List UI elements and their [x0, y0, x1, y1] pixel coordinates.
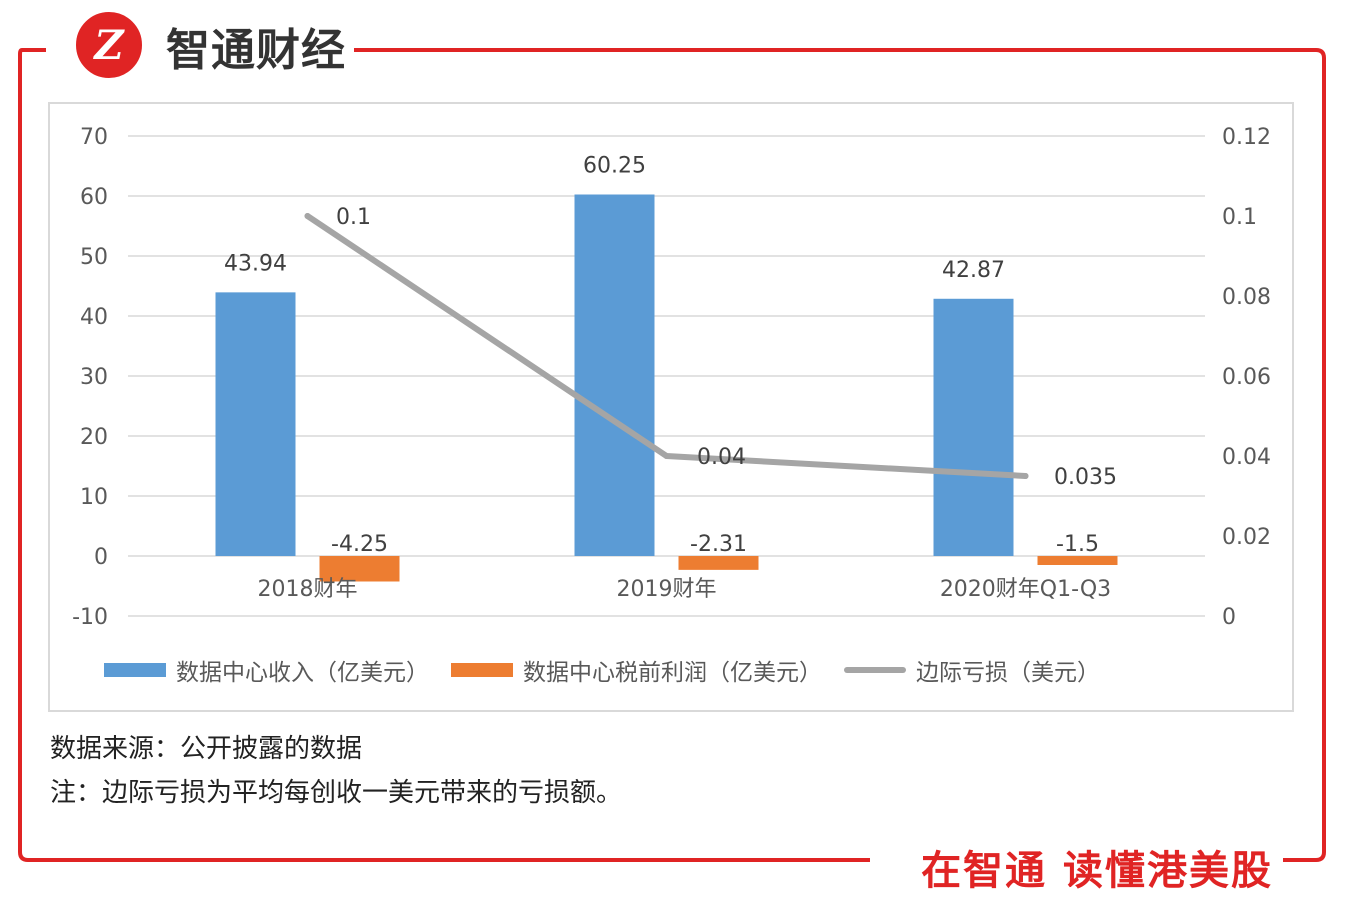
y-left-tick-label: 70 — [80, 125, 108, 150]
y-right-tick-label: 0.08 — [1222, 285, 1271, 310]
legend-item-profit: 数据中心税前利润（亿美元） — [451, 653, 822, 687]
profit-bar-0 — [319, 556, 400, 582]
margin-loss-data-label-0: 0.1 — [336, 205, 371, 230]
profit-bar-1 — [678, 556, 759, 570]
y-left-tick-label: 60 — [80, 185, 108, 210]
y-right-tick-label: 0.12 — [1222, 125, 1271, 150]
revenue-bar-2 — [933, 298, 1014, 556]
legend-label-profit: 数据中心税前利润（亿美元） — [523, 660, 822, 686]
legend-label-margin: 边际亏损（美元） — [916, 660, 1100, 686]
y-right-tick-label: 0.06 — [1222, 365, 1271, 390]
legend-item-revenue: 数据中心收入（亿美元） — [104, 653, 429, 687]
chart-legend: 数据中心收入（亿美元） 数据中心税前利润（亿美元） 边际亏损（美元） — [104, 653, 1122, 687]
y-right-tick-label: 0.02 — [1222, 525, 1271, 550]
margin-loss-data-label-1: 0.04 — [697, 445, 746, 470]
margin-loss-data-label-2: 0.035 — [1054, 465, 1117, 490]
margin-loss-line — [304, 213, 1029, 479]
legend-label-revenue: 数据中心收入（亿美元） — [176, 660, 429, 686]
profit-bar-2 — [1037, 556, 1118, 565]
y-right-tick-label: 0.1 — [1222, 205, 1257, 230]
legend-swatch-margin — [844, 667, 906, 673]
y-left-tick-label: -10 — [72, 605, 108, 630]
profit-data-label-1: -2.31 — [690, 532, 747, 557]
revenue-data-label-1: 60.25 — [583, 154, 646, 179]
margin-loss-point-2 — [1022, 473, 1029, 479]
x-tick-label-2: 2020财年Q1-Q3 — [940, 577, 1111, 602]
brand-logo: Z — [72, 8, 146, 82]
revenue-bar-1 — [574, 194, 655, 556]
legend-item-margin: 边际亏损（美元） — [844, 653, 1100, 687]
y-left-tick-label: 40 — [80, 305, 108, 330]
revenue-data-label-0: 43.94 — [224, 251, 287, 276]
x-tick-label-0: 2018财年 — [258, 577, 358, 602]
source-note: 数据来源：公开披露的数据 — [50, 734, 363, 764]
y-left-tick-label: 50 — [80, 245, 108, 270]
y-left-tick-label: 10 — [80, 485, 108, 510]
profit-data-label-2: -1.5 — [1056, 532, 1099, 557]
margin-loss-point-0 — [304, 213, 311, 219]
x-tick-label-1: 2019财年 — [617, 577, 717, 602]
y-left-tick-label: 30 — [80, 365, 108, 390]
frame-border — [18, 48, 1326, 862]
margin-loss-point-1 — [663, 453, 670, 459]
revenue-bar-0 — [215, 292, 296, 556]
y-left-tick-label: 20 — [80, 425, 108, 450]
legend-swatch-revenue — [104, 663, 166, 677]
y-right-tick-label: 0 — [1222, 605, 1236, 630]
remark-note: 注：边际亏损为平均每创收一美元带来的亏损额。 — [50, 778, 623, 808]
brand-title: 智通财经 — [158, 14, 354, 78]
revenue-data-label-2: 42.87 — [942, 258, 1005, 283]
legend-swatch-profit — [451, 663, 513, 677]
profit-data-label-0: -4.25 — [331, 532, 388, 557]
y-left-tick-label: 0 — [94, 545, 108, 570]
brand-slogan: 在智通 读懂港美股 — [911, 838, 1283, 896]
y-right-tick-label: 0.04 — [1222, 445, 1271, 470]
